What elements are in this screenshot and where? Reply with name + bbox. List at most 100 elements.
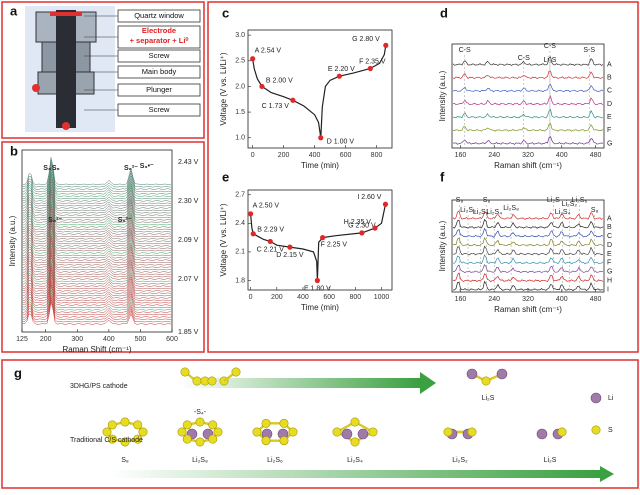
panel-label: f (440, 169, 445, 184)
spectrum (452, 218, 604, 229)
peak-label: C-S (459, 47, 471, 54)
panel-label: b (10, 143, 18, 158)
state-point (318, 135, 324, 141)
panel-frame (1, 1, 205, 139)
spectrum (22, 290, 172, 313)
spectrum (22, 211, 172, 238)
peak-label: S₈ (483, 197, 491, 204)
series-name: F (607, 260, 611, 267)
s-atom (133, 434, 143, 444)
state-point (383, 42, 389, 48)
spectrum (452, 245, 604, 256)
spectrum (452, 210, 604, 220)
s-atom (350, 417, 360, 427)
species-label: Li₂S₄ (347, 457, 363, 464)
x-tick-label: 320 (522, 296, 534, 303)
x-tick-label: 300 (71, 336, 83, 343)
point-label: D 2.15 V (276, 252, 304, 259)
spectrum (22, 178, 172, 207)
s-atom (180, 367, 190, 377)
spectrum (22, 265, 172, 290)
state-point (250, 231, 256, 237)
x-tick-label: 125 (16, 336, 28, 343)
x-tick-label: 400 (556, 296, 568, 303)
species-label: Li₂S (482, 395, 495, 402)
y-axis-label: Intensity (a.u.) (438, 220, 447, 271)
spectrum (22, 157, 172, 186)
voltage-label: 2.43 V (178, 159, 199, 166)
spectrum (452, 70, 604, 80)
spectrum (453, 254, 604, 265)
peak-label: Li₂S₆ (572, 197, 588, 204)
li-atom (590, 392, 602, 404)
s-atom (350, 437, 360, 447)
spectrum (452, 227, 604, 238)
species-label: Li₂S₆ (267, 457, 283, 464)
peak-label: S-S (583, 47, 595, 54)
arrow-head (600, 466, 614, 482)
marker (32, 84, 40, 92)
spectrum (23, 248, 172, 273)
spectrum (22, 299, 172, 323)
point-label: C 1.73 V (262, 103, 290, 110)
spectrum (22, 208, 172, 235)
series-name: G (607, 269, 612, 276)
plot-frame (247, 29, 393, 149)
x-tick-label: 400 (309, 152, 321, 159)
spectrum (452, 280, 604, 292)
plot-frame (21, 149, 173, 333)
x-tick-label: 400 (297, 294, 309, 301)
spectrum (22, 189, 172, 216)
s-atom (261, 418, 271, 428)
series-name: C (607, 88, 612, 95)
s-atom (288, 427, 298, 437)
plot-frame (247, 189, 393, 291)
series-name: F (607, 127, 611, 134)
spectrum (22, 292, 172, 316)
series-name: A (607, 215, 612, 222)
species-label: Li₂S₂ (452, 457, 468, 464)
schematic-label: Electrode (142, 26, 176, 35)
s-atom (252, 427, 262, 437)
x-tick-label: 160 (455, 152, 467, 159)
x-axis-label: Time (min) (301, 161, 339, 170)
marker (62, 122, 70, 130)
peak-label: Li₂S₂ (562, 201, 578, 208)
x-tick-label: 0 (251, 152, 255, 159)
spectrum (22, 235, 171, 261)
peak-label: Li₂S₈ (503, 205, 519, 212)
state-point (336, 73, 342, 79)
series-name: C (607, 233, 612, 240)
spectrum (22, 174, 172, 202)
state-point (250, 56, 256, 62)
s-atom (208, 434, 218, 444)
x-tick-label: 200 (278, 152, 290, 159)
point-label: F 2.35 V (359, 58, 386, 65)
s-atom (182, 420, 192, 430)
state-point (320, 235, 326, 241)
s-atom (133, 420, 143, 430)
li-atom (466, 368, 478, 380)
li-atom (341, 428, 353, 440)
s-atom (195, 417, 205, 427)
spectrum (22, 267, 172, 292)
point-label: G 2.30 V (348, 223, 376, 230)
s-atom (591, 425, 601, 435)
s-atom (120, 417, 130, 427)
s-atom (231, 367, 241, 377)
peak-label: Li₂S₆ (473, 209, 489, 216)
spectrum (22, 280, 172, 304)
x-tick-label: 800 (350, 294, 362, 301)
voltage-label: 2.07 V (178, 276, 199, 283)
li-atom (357, 428, 369, 440)
schematic-label: + separator + Li⁰ (130, 36, 190, 45)
spectrum (22, 246, 172, 271)
peak-label: S₈ (43, 165, 51, 172)
x-tick-label: 400 (103, 336, 115, 343)
spectrum (22, 218, 172, 245)
s-atom (557, 427, 567, 437)
spectrum (22, 176, 172, 204)
x-tick-label: 600 (166, 336, 178, 343)
peak-label: S₆²⁻ (118, 217, 132, 224)
s-atom (138, 427, 148, 437)
